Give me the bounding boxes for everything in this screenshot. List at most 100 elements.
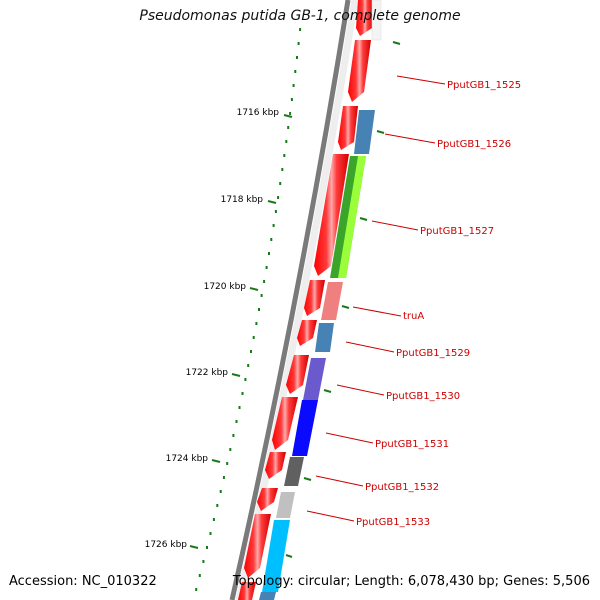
cds-arrow: [257, 488, 278, 511]
cog-bar-white: [371, 0, 382, 41]
gene-label-PputGB1_1532[interactable]: PputGB1_1532: [315, 475, 439, 493]
gene-label-PputGB1_1533[interactable]: PputGB1_1533: [306, 510, 430, 528]
scale-label-1726: 1726 kbp: [145, 540, 188, 550]
scale-dot: [272, 224, 275, 227]
gene-label-PputGB1_1529[interactable]: PputGB1_1529: [345, 341, 470, 359]
scale-label-1724: 1724 kbp: [166, 454, 209, 464]
scale-dot: [281, 168, 284, 171]
gene-label-text[interactable]: PputGB1_1533: [356, 517, 430, 528]
scale-dot: [202, 560, 205, 563]
genome-backbone: [229, 0, 351, 600]
cog-bar-steelblue-2: [315, 323, 334, 352]
scale-dot: [216, 504, 219, 507]
scale-tick-1720: 1720 kbp: [204, 282, 259, 292]
gene-label-PputGB1_1526[interactable]: PputGB1_1526: [384, 133, 511, 150]
scale-dot: [290, 98, 293, 101]
gene-label-text[interactable]: PputGB1_1527: [420, 226, 494, 237]
scale-label-1722: 1722 kbp: [186, 368, 229, 378]
scale-tick-1718: 1718 kbp: [221, 195, 277, 205]
scale-dot: [258, 308, 260, 311]
scale-dot: [283, 154, 286, 157]
outer-dash-track: [285, 41, 401, 558]
scale-dot: [263, 280, 266, 283]
scale-label-1718: 1718 kbp: [221, 195, 264, 205]
scale-dot: [285, 140, 288, 143]
scale-dot: [268, 252, 270, 255]
gene-label-PputGB1_1527[interactable]: PputGB1_1527: [371, 220, 494, 237]
scale-tick-1724: 1724 kbp: [166, 454, 221, 464]
gene-label-text[interactable]: truA: [403, 311, 424, 322]
cds-arrow: [265, 452, 286, 479]
scale-dot: [241, 392, 244, 395]
cds-arrow: [356, 0, 374, 36]
cog-bar-steelblue: [354, 110, 375, 154]
cog-bar-lightgray: [276, 492, 295, 518]
scale-tick-1722: 1722 kbp: [186, 368, 241, 378]
gene-label-text[interactable]: PputGB1_1532: [365, 482, 439, 493]
cog-bar-purple: [303, 358, 326, 400]
scale-tick-1726: 1726 kbp: [145, 540, 199, 550]
gene-label-text[interactable]: PputGB1_1525: [447, 80, 521, 91]
cds-arrow: [304, 280, 325, 316]
scale-dot: [238, 406, 241, 409]
scale-dot: [260, 294, 263, 297]
scale-dot: [252, 336, 255, 339]
cds-arrow: [272, 397, 298, 450]
scale-dot: [297, 42, 300, 45]
scale-dot: [209, 532, 212, 535]
scale-dot: [289, 112, 292, 115]
gene-label-PputGB1_1531[interactable]: PputGB1_1531: [325, 432, 449, 450]
cog-bar-pink: [321, 282, 343, 320]
cog-bar-darkgray: [284, 457, 304, 486]
cds-arrow: [238, 582, 256, 600]
scale-dot: [292, 84, 295, 87]
scale-dot: [279, 182, 282, 185]
scale-dot: [212, 518, 215, 521]
gene-label-text[interactable]: PputGB1_1526: [437, 139, 511, 150]
scale-dot: [235, 420, 238, 423]
scale-dot: [277, 196, 280, 199]
scale-dot: [226, 462, 229, 465]
gene-label-truA[interactable]: truA: [352, 306, 424, 322]
scale-dot: [206, 546, 208, 549]
accession-label: Accession: NC_010322: [9, 574, 157, 589]
scale-dot: [244, 378, 247, 381]
scale-dot: [222, 476, 225, 479]
scale-arc: [195, 28, 302, 591]
gene-label-text[interactable]: PputGB1_1529: [396, 348, 470, 359]
cds-arrow: [348, 40, 371, 102]
cog-track: [259, 0, 382, 600]
scale-dot: [299, 28, 302, 31]
scale-dot: [270, 238, 273, 241]
scale-label-1716: 1716 kbp: [237, 108, 280, 118]
cog-bar-skyblue: [262, 520, 290, 592]
scale-dot: [265, 266, 268, 269]
scale-dot: [229, 448, 232, 451]
cds-arrow: [286, 355, 309, 394]
map-title: Pseudomonas putida GB-1, complete genome: [139, 8, 461, 24]
gene-label-PputGB1_1525[interactable]: PputGB1_1525: [396, 75, 521, 91]
scale-label-1720: 1720 kbp: [204, 282, 247, 292]
cog-bar-lime: [338, 156, 366, 278]
gene-label-PputGB1_1530[interactable]: PputGB1_1530: [336, 384, 460, 402]
cog-bar-blue: [292, 400, 318, 456]
scale-dot: [294, 70, 297, 73]
scale-dot: [296, 56, 298, 59]
gene-label-text[interactable]: PputGB1_1531: [375, 439, 449, 450]
scale-dot: [255, 322, 258, 325]
scale-dot: [287, 126, 290, 129]
scale-dot: [247, 364, 250, 367]
cds-arrow: [244, 514, 271, 578]
gene-label-text[interactable]: PputGB1_1530: [386, 391, 460, 402]
scale-dot: [195, 588, 198, 591]
scale-dot: [232, 434, 235, 437]
scale-dot: [198, 574, 201, 577]
cds-arrow: [338, 106, 358, 150]
genome-summary-label: Topology: circular; Length: 6,078,430 bp…: [232, 574, 590, 589]
scale-dot: [274, 210, 277, 213]
scale-dot: [250, 350, 252, 353]
scale-tick-1716: 1716 kbp: [237, 108, 293, 118]
cog-bar-steelblue-3: [259, 592, 276, 600]
cds-arrow: [297, 320, 317, 346]
